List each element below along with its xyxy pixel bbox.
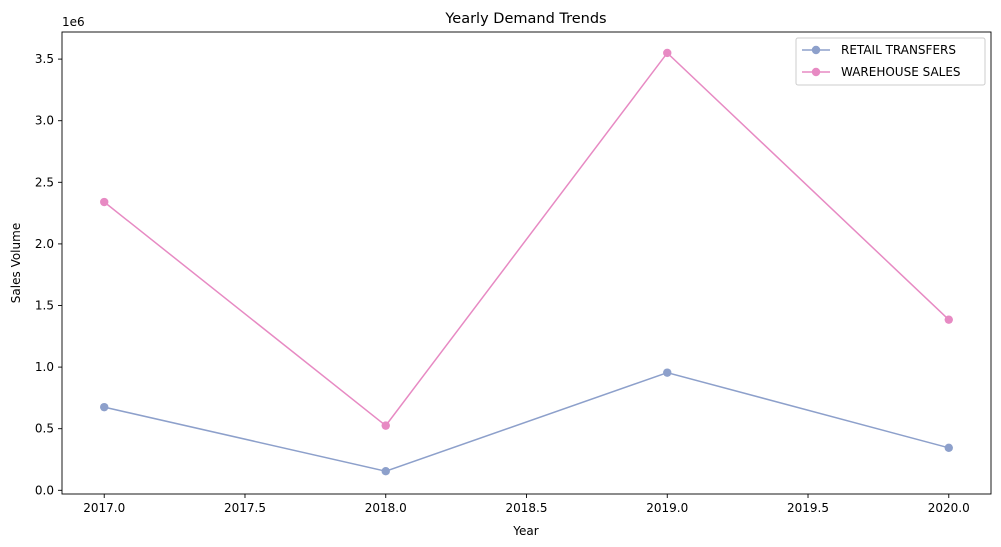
legend-marker-warehouse-sales [811,67,821,77]
y-offset-text: 1e6 [62,15,85,29]
data-point-retail-transfers [663,368,672,377]
legend-box [795,37,986,86]
y-axis: 0.0 0.5 1.0 1.5 2.0 2.5 3.0 3.5 [35,52,62,497]
series-line-retail-transfers [104,371,949,472]
y-tick-label: 0.5 [35,422,54,436]
y-tick-label: 3.5 [35,52,54,66]
data-point-warehouse-sales [663,48,672,58]
x-tick-label: 2018.0 [365,501,407,515]
x-tick-label: 2017.5 [224,501,266,515]
y-tick-label: 3.0 [35,114,54,128]
y-tick-label: 1.5 [35,299,54,313]
y-tick-label: 2.0 [35,237,54,251]
data-point-warehouse-sales [944,315,953,324]
y-tick-label: 0.0 [35,483,54,497]
x-tick-label: 2019.0 [646,501,688,515]
x-tick-label: 2020.0 [928,501,970,515]
x-tick-label: 2018.5 [506,501,548,515]
y-tick-label: 2.5 [35,175,54,189]
x-tick-label: 2019.5 [787,501,829,515]
legend-label-warehouse-sales: WAREHOUSE SALES [841,65,961,79]
x-axis: 2017.0 2017.5 2018.0 2018.5 2019.0 2019.5 2020… [83,494,970,515]
y-axis-label: Sales Volume [9,223,23,303]
series-line-warehouse-sales [103,51,950,427]
legend-marker-retail-transfers [811,45,821,55]
x-axis-label: Year [512,524,538,538]
legend-label-retail-transfers: RETAIL TRANSFERS [841,43,956,57]
legend: RETAIL TRANSFERS WAREHOUSE SALES [795,37,986,86]
chart-title: Yearly Demand Trends [444,11,606,27]
x-tick-label: 2017.0 [83,501,125,515]
data-point-warehouse-sales [100,197,109,207]
data-point-retail-transfers [944,443,953,452]
y-tick-label: 1.0 [35,360,54,374]
plot-area [61,31,992,495]
data-point-retail-transfers [100,402,109,412]
series-layer [100,48,953,476]
data-point-warehouse-sales [381,421,390,430]
data-point-retail-transfers [381,467,390,476]
